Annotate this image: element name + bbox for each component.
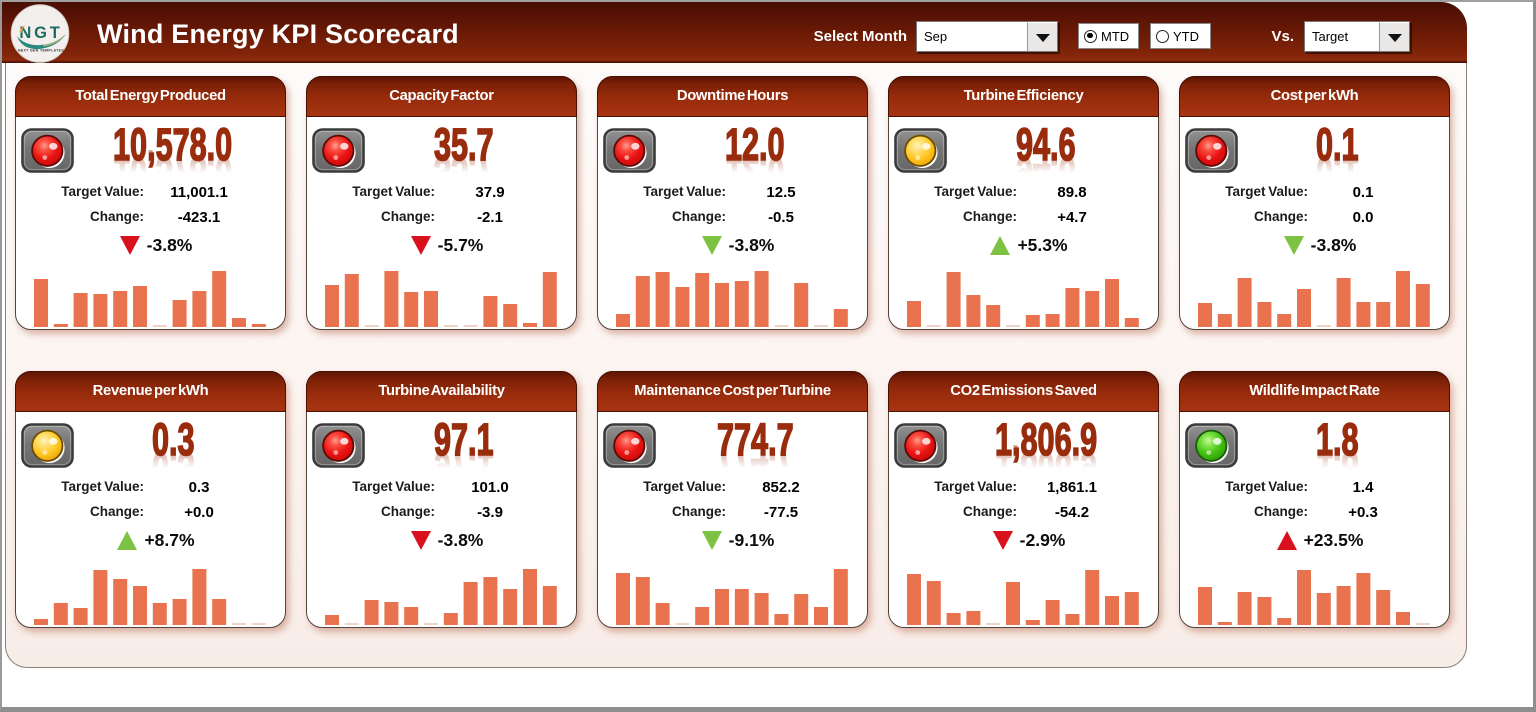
svg-text:NEXT GEN TEMPLATES: NEXT GEN TEMPLATES: [18, 49, 64, 53]
svg-text:NGT: NGT: [19, 24, 62, 42]
